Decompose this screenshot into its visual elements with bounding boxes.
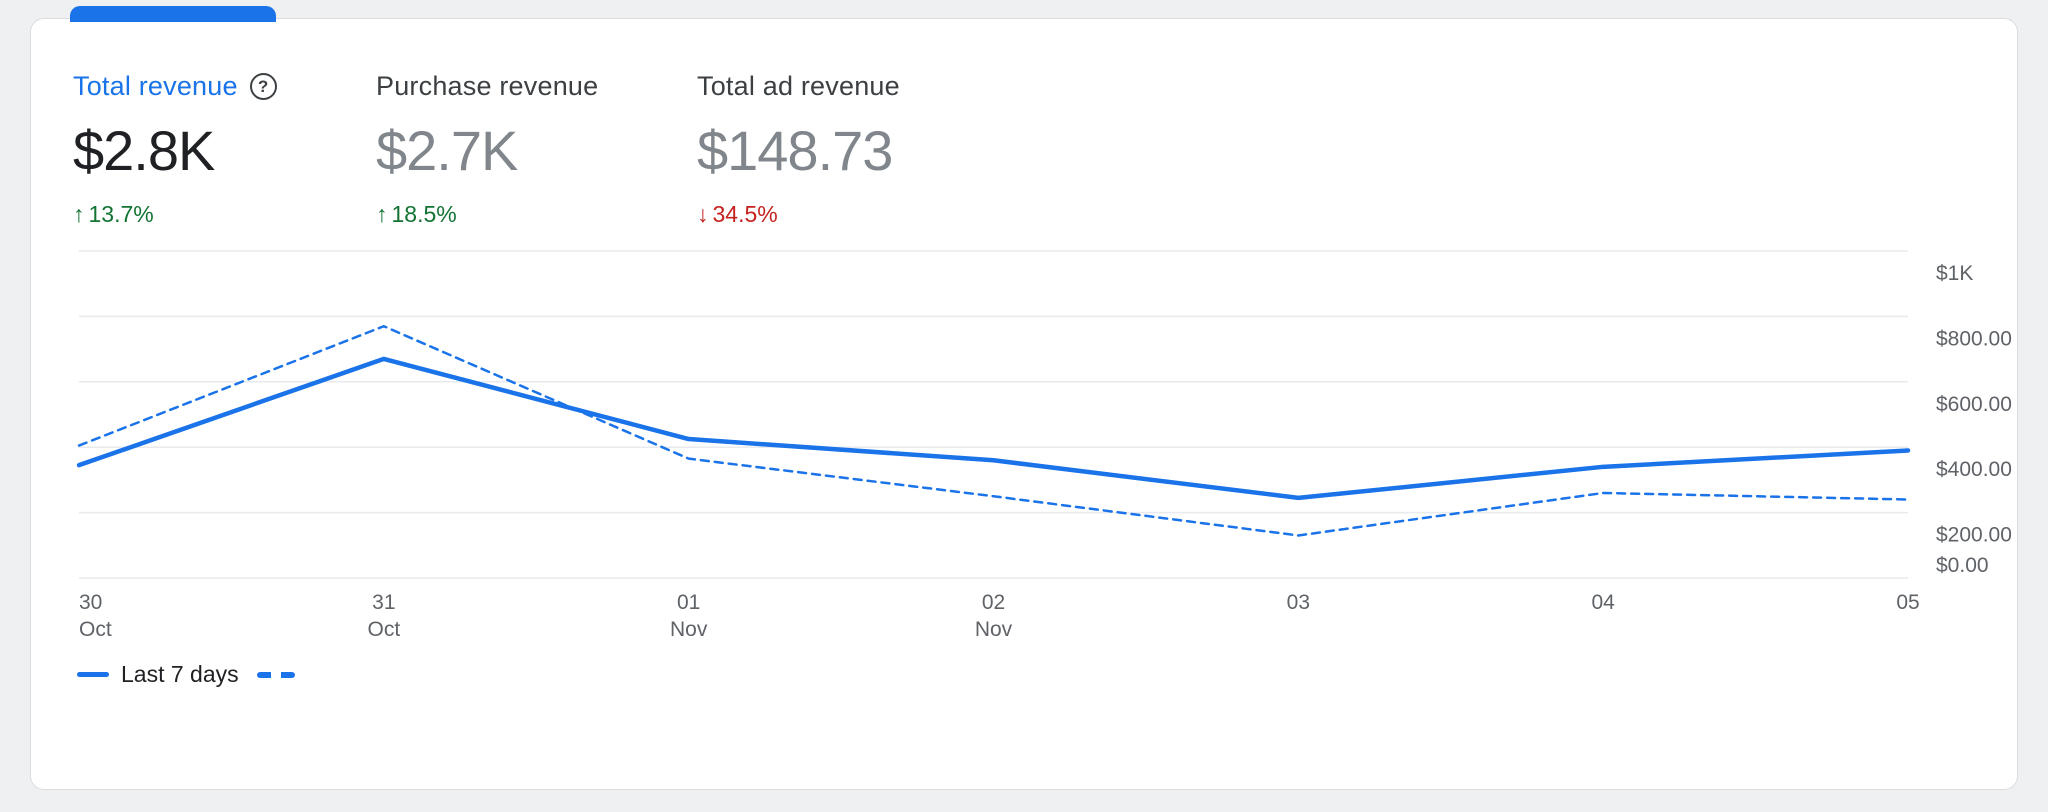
active-tab-indicator [70,6,276,22]
metric-total-ad-revenue[interactable]: Total ad revenue $148.73 ↓ 34.5% [697,71,900,228]
metric-value: $2.8K [73,119,215,182]
metric-delta: ↓ 34.5% [697,201,900,228]
y-axis-tick-label: $1K [1936,262,1973,285]
y-axis-tick-label: $0.00 [1936,554,1989,577]
dashed-line-swatch-icon [256,671,295,678]
metric-label: Total revenue [73,71,238,101]
series-line-current[interactable] [76,356,1911,501]
arrow-up-icon: ↑ [376,201,388,227]
metric-delta: ↑ 18.5% [376,201,598,228]
metric-total-revenue[interactable]: Total revenue ? $2.8K ↑ 13.7% [73,71,277,228]
delta-percent: 18.5% [391,201,457,227]
delta-percent: 34.5% [712,201,778,227]
x-axis-tick-label: 31 Oct [367,591,400,641]
legend-label: Last 7 days [121,661,239,687]
x-axis-tick-label: 01 Nov [670,591,708,641]
metric-label: Total ad revenue [697,71,900,101]
delta-percent: 13.7% [88,201,154,227]
metric-delta: ↑ 13.7% [73,201,277,228]
help-icon[interactable]: ? [249,73,277,100]
y-axis-tick-label: $600.00 [1936,393,2012,416]
solid-line-swatch-icon [77,672,109,677]
x-axis-tick-label: 02 Nov [975,591,1013,641]
x-axis-tick-label: 05 [1896,591,1919,614]
metric-value: $2.7K [376,119,518,182]
revenue-overview-card: Total revenue ? $2.8K ↑ 13.7% Purchase r… [30,18,2018,790]
x-axis-tick-label: 30 Oct [79,591,112,641]
chart-legend: Last 7 days [77,661,295,688]
y-axis-tick-label: $200.00 [1936,524,2012,547]
x-axis-tick-label: 03 [1287,591,1310,614]
y-axis-tick-label: $800.00 [1936,327,2012,350]
arrow-down-icon: ↓ [697,201,709,227]
revenue-line-chart[interactable]: $0.00 $200.00 $400.00 $600.00 $800.00 $1K 30 Oc… [31,237,2019,657]
metric-label: Purchase revenue [376,71,599,101]
metric-purchase-revenue[interactable]: Purchase revenue $2.7K ↑ 18.5% [376,71,598,228]
metric-value: $148.73 [697,119,893,182]
series-line-comparison[interactable] [77,324,1910,537]
x-axis-tick-label: 04 [1591,591,1615,614]
arrow-up-icon: ↑ [73,201,85,227]
y-axis-tick-label: $400.00 [1936,458,2012,481]
